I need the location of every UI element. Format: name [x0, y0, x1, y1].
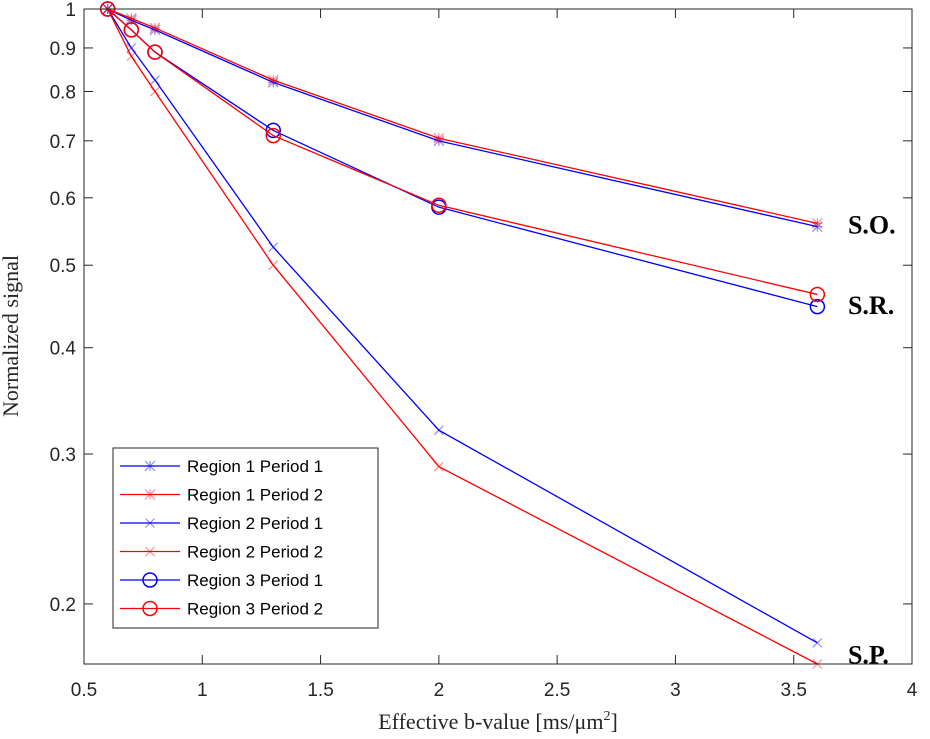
y-tick-label: 0.9 — [50, 39, 76, 60]
data-point-x — [268, 260, 279, 271]
data-point-asterisk — [125, 12, 137, 24]
legend-label: Region 2 Period 2 — [187, 543, 323, 562]
x-tick-label: 4 — [907, 680, 918, 701]
data-point-circle — [809, 298, 826, 315]
series-4 — [102, 4, 823, 669]
y-tick-marks — [84, 8, 912, 605]
data-point-asterisk — [144, 489, 156, 500]
data-point-asterisk — [433, 132, 445, 144]
series-line — [107, 8, 818, 224]
annotation-label: S.O. — [848, 210, 896, 239]
y-tick-label: 0.3 — [50, 445, 76, 466]
legend-item: Region 2 Period 1 — [120, 514, 323, 533]
x-tick-label: 3.5 — [781, 680, 807, 701]
x-tick-label: 3 — [670, 680, 681, 701]
y-tick-labels: 0.2 0.3 0.4 0.5 0.6 0.7 0.8 0.9 1 — [50, 0, 77, 616]
x-tick-label: 1 — [197, 680, 208, 701]
data-point-asterisk — [144, 460, 156, 472]
y-tick-label: 1 — [65, 0, 76, 21]
data-point-asterisk — [149, 22, 161, 34]
data-point-asterisk — [811, 217, 823, 229]
series-line — [107, 8, 818, 228]
series-line — [107, 8, 818, 665]
annotation-label: S.P. — [848, 640, 889, 669]
data-point-x — [145, 546, 155, 557]
data-point-x — [145, 518, 155, 528]
legend-item: Region 3 Period 1 — [120, 571, 323, 590]
y-tick-label: 0.5 — [50, 256, 76, 277]
y-tick-label: 0.7 — [50, 132, 76, 153]
data-point-x — [812, 637, 823, 648]
data-point-x — [150, 86, 160, 97]
data-point-x — [433, 425, 444, 436]
x-tick-label: 2 — [434, 680, 445, 701]
annotation-label: S.R. — [848, 291, 894, 320]
x-tick-label: 0.5 — [71, 680, 97, 701]
y-tick-label: 0.6 — [50, 189, 76, 210]
legend: Region 1 Period 1 Region 1 Period 2 Region… — [112, 447, 379, 629]
data-point-x — [433, 461, 444, 472]
data-point-circle — [142, 572, 158, 588]
x-tick-label: 1.5 — [307, 680, 333, 701]
x-axis-label-text: Effective b-value [ms/μm — [378, 709, 603, 734]
data-point-asterisk — [267, 76, 279, 88]
legend-item: Region 3 Period 2 — [120, 600, 323, 619]
legend-label: Region 1 Period 1 — [187, 457, 323, 476]
x-axis-label-close: ] — [610, 709, 617, 734]
y-tick-label: 0.8 — [50, 82, 76, 103]
series-line — [107, 8, 818, 644]
legend-box — [112, 447, 379, 629]
annotations: S.O. S.R. S.P. — [848, 210, 896, 669]
series-line — [107, 8, 818, 296]
data-point-circle — [123, 22, 140, 38]
x-tick-label: 2.5 — [544, 680, 570, 701]
x-axis-label-sup: 2 — [603, 709, 610, 724]
legend-label: Region 3 Period 2 — [187, 600, 323, 619]
data-point-circle — [431, 197, 447, 214]
y-tick-label: 0.2 — [50, 595, 76, 616]
legend-label: Region 1 Period 2 — [187, 486, 323, 505]
x-axis-label: Effective b-value [ms/μm2] — [378, 709, 618, 734]
data-point-asterisk — [267, 74, 279, 86]
data-point-circle — [147, 44, 163, 60]
legend-item: Region 1 Period 1 — [120, 457, 323, 476]
data-point-x — [150, 75, 160, 86]
legend-item: Region 1 Period 2 — [120, 486, 323, 505]
y-axis-label: Normalized signal — [0, 255, 23, 417]
plot-frame — [83, 8, 913, 665]
legend-item: Region 2 Period 2 — [120, 543, 323, 562]
data-point-circle — [265, 127, 282, 144]
y-tick-label: 0.4 — [50, 339, 77, 360]
data-point-circle — [809, 286, 826, 303]
x-tick-labels: 0.5 1 1.5 2 2.5 3 3.5 4 — [71, 680, 918, 701]
data-point-x — [126, 51, 137, 62]
series-2 — [102, 3, 823, 229]
legend-label: Region 2 Period 1 — [187, 514, 323, 533]
data-point-x — [268, 242, 279, 253]
data-point-circle — [142, 600, 158, 617]
legend-label: Region 3 Period 1 — [187, 571, 323, 590]
